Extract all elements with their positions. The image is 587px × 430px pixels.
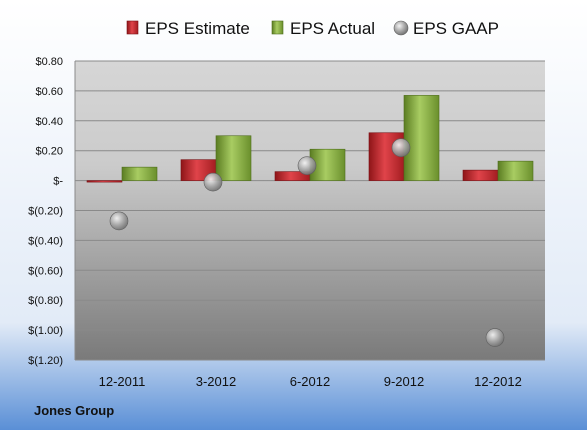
company-label: Jones Group: [34, 403, 114, 418]
eps-actual-bar: [403, 95, 440, 181]
x-tick-label: 6-2012: [290, 374, 330, 389]
y-tick-label: $0.40: [35, 116, 63, 128]
eps-gaap-point: [297, 156, 317, 175]
eps-gaap-point: [109, 211, 129, 231]
eps-estimate-bar: [86, 180, 123, 183]
legend: EPS Estimate EPS Actual EPS GAAP: [126, 19, 499, 38]
y-tick-label: $(1.20): [28, 355, 63, 367]
eps-actual-bar: [215, 135, 252, 181]
legend-eps-actual: EPS Actual: [271, 19, 375, 38]
y-tick-label: $0.80: [35, 56, 63, 68]
legend-label: EPS GAAP: [413, 19, 499, 38]
legend-swatch: [126, 20, 139, 35]
y-tick-label: $(0.80): [28, 295, 63, 307]
eps-gaap-point: [203, 172, 223, 192]
legend-label: EPS Estimate: [145, 19, 250, 38]
gaap-points: [109, 138, 505, 347]
legend-swatch: [271, 20, 284, 35]
eps-estimate-bar: [462, 169, 499, 181]
eps-actual-bar: [497, 160, 534, 181]
x-tick-label: 12-2012: [474, 374, 522, 389]
y-tick-label: $(1.00): [28, 325, 63, 337]
legend-eps-gaap: EPS GAAP: [393, 19, 499, 38]
legend-label: EPS Actual: [290, 19, 375, 38]
legend-swatch: [393, 20, 409, 36]
y-tick-label: $(0.60): [28, 265, 63, 277]
y-tick-label: $0.60: [35, 86, 63, 98]
legend-eps-estimate: EPS Estimate: [126, 19, 250, 38]
y-tick-label: $(0.40): [28, 235, 63, 247]
y-tick-label: $0.20: [35, 146, 63, 158]
eps-gaap-point: [391, 138, 411, 158]
y-tick-label: $(0.20): [28, 206, 63, 218]
y-axis: $0.80 $0.60 $0.40 $0.20 $- $(0.20) $(0.40) $(0.…: [28, 56, 63, 367]
x-tick-label: 9-2012: [384, 374, 424, 389]
x-tick-label: 3-2012: [196, 374, 236, 389]
x-tick-label: 12-2011: [99, 374, 146, 389]
eps-gaap-point: [485, 328, 505, 347]
eps-actual-bar: [121, 166, 158, 181]
y-tick-label: $-: [53, 176, 63, 188]
x-axis: 12-2011 3-2012 6-2012 9-2012 12-2012: [99, 374, 522, 389]
